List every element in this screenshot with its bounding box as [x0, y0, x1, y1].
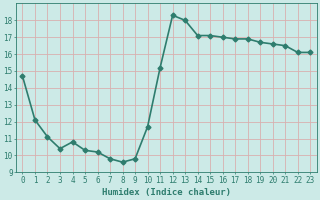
- X-axis label: Humidex (Indice chaleur): Humidex (Indice chaleur): [102, 188, 231, 197]
